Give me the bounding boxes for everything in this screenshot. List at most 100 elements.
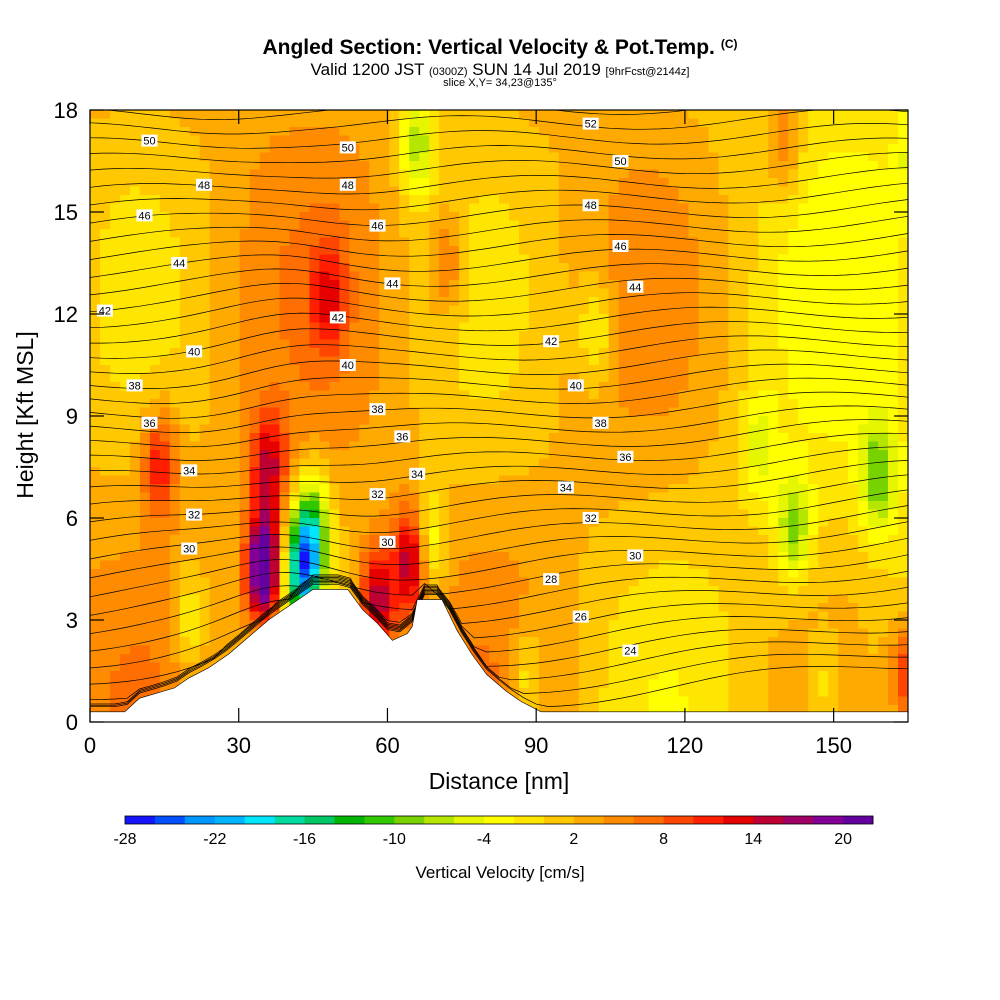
field-cell: [449, 501, 460, 511]
field-cell: [159, 484, 171, 494]
field-cell: [389, 271, 400, 281]
field-cell: [748, 348, 759, 358]
field-cell: [139, 144, 151, 154]
field-cell: [538, 611, 550, 621]
field-cell: [519, 322, 530, 332]
field-cell: [469, 110, 480, 120]
field-cell: [688, 662, 700, 672]
field-cell: [698, 416, 710, 426]
field-cell: [259, 161, 271, 171]
field-cell: [289, 501, 301, 511]
field-cell: [329, 501, 340, 511]
field-cell: [528, 509, 540, 519]
field-cell: [728, 458, 739, 468]
field-cell: [638, 705, 650, 715]
field-cell: [519, 127, 530, 137]
field-cell: [519, 654, 530, 664]
field-cell: [708, 416, 720, 426]
field-cell: [688, 263, 700, 273]
field-cell: [389, 484, 400, 494]
field-cell: [199, 263, 211, 273]
field-cell: [179, 441, 191, 451]
field-cell: [339, 399, 350, 409]
field-cell: [339, 331, 350, 341]
field-cell: [309, 348, 321, 358]
field-cell: [409, 577, 420, 587]
field-cell: [129, 552, 141, 562]
field-cell: [499, 186, 510, 196]
field-cell: [149, 552, 161, 562]
field-cell: [189, 186, 201, 196]
field-cell: [419, 484, 430, 494]
field-cell: [269, 416, 281, 426]
field-cell: [588, 271, 600, 281]
field-cell: [598, 662, 610, 672]
field-cell: [528, 518, 540, 528]
field-cell: [100, 263, 111, 273]
field-cell: [189, 203, 201, 213]
field-cell: [608, 314, 620, 324]
field-cell: [299, 390, 311, 400]
field-cell: [598, 305, 610, 315]
field-cell: [748, 450, 759, 460]
field-cell: [499, 271, 510, 281]
field-cell: [688, 671, 700, 681]
field-cell: [219, 509, 231, 519]
field-cell: [219, 475, 231, 485]
field-cell: [538, 161, 550, 171]
field-cell: [668, 705, 680, 715]
field-cell: [658, 220, 670, 230]
field-cell: [90, 552, 101, 562]
field-cell: [568, 118, 580, 128]
field-cell: [499, 611, 510, 621]
field-cell: [578, 492, 590, 502]
field-cell: [469, 458, 480, 468]
field-cell: [678, 331, 690, 341]
field-cell: [538, 263, 550, 273]
field-cell: [110, 518, 121, 528]
field-cell: [279, 492, 291, 502]
field-cell: [199, 577, 211, 587]
field-cell: [519, 696, 530, 706]
field-cell: [169, 169, 181, 179]
field-cell: [648, 696, 660, 706]
field-cell: [409, 212, 420, 222]
field-cell: [449, 365, 460, 375]
field-cell: [389, 450, 400, 460]
field-cell: [738, 620, 749, 630]
field-cell: [369, 178, 380, 188]
field-cell: [379, 569, 390, 579]
field-cell: [489, 246, 500, 256]
field-cell: [329, 399, 340, 409]
field-cell: [329, 365, 340, 375]
field-cell: [638, 399, 650, 409]
field-cell: [219, 271, 231, 281]
field-cell: [598, 484, 610, 494]
field-cell: [688, 297, 700, 307]
field-cell: [648, 586, 660, 596]
field-cell: [409, 501, 420, 511]
field-cell: [628, 322, 640, 332]
field-cell: [219, 577, 231, 587]
field-cell: [199, 127, 211, 137]
field-cell: [658, 552, 670, 562]
field-cell: [129, 679, 141, 689]
field-cell: [499, 569, 510, 579]
field-cell: [269, 586, 281, 596]
field-cell: [528, 220, 540, 230]
field-cell: [608, 611, 620, 621]
field-cell: [199, 288, 211, 298]
field-cell: [738, 152, 749, 162]
field-cell: [90, 467, 101, 477]
field-cell: [538, 458, 550, 468]
field-cell: [578, 679, 590, 689]
field-cell: [429, 220, 440, 230]
field-cell: [738, 535, 749, 545]
field-cell: [698, 203, 710, 213]
field-cell: [668, 620, 680, 630]
field-cell: [179, 475, 191, 485]
field-cell: [100, 356, 111, 366]
field-cell: [598, 288, 610, 298]
field-cell: [598, 458, 610, 468]
field-cell: [439, 492, 450, 502]
